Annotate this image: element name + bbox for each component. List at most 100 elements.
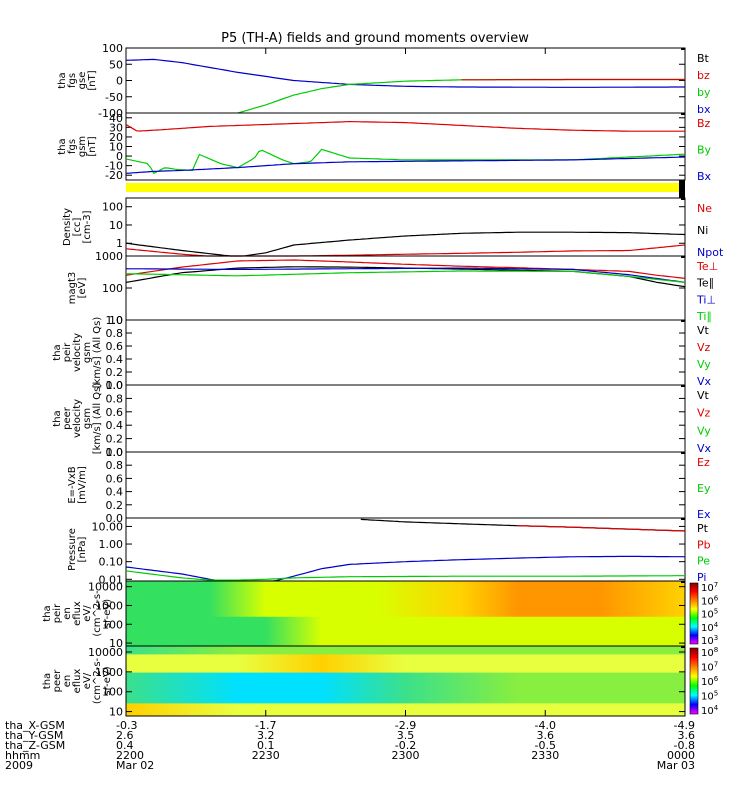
x-row-value: -0.8 — [674, 739, 695, 752]
y-tick-label: 0 — [116, 75, 123, 88]
edge-marker — [681, 646, 685, 648]
y-tick-label: 0.4 — [106, 486, 124, 499]
y-tick-label: 1 — [116, 237, 123, 250]
x-row-value: -4.9 — [674, 719, 695, 732]
legend-entry: Te∥ — [696, 277, 714, 290]
y-tick-label: -20 — [105, 169, 123, 182]
x-row-value: -1.7 — [255, 719, 276, 732]
y-axis-label: eV/ — [82, 672, 93, 689]
panel-frame — [125, 451, 686, 519]
colorbar-tick-label: 104 — [701, 704, 719, 717]
x-row-value: Mar 02 — [116, 759, 154, 772]
legend-entry: bz — [697, 69, 710, 82]
y-tick-label: 1.0 — [106, 314, 124, 327]
colorbar-gradient — [689, 582, 699, 645]
y-axis-label: en — [62, 675, 73, 688]
edge-marker — [681, 256, 685, 258]
series-line-ti∥ — [125, 270, 686, 283]
x-row-value: -0.5 — [535, 739, 556, 752]
y-tick-label: 20 — [109, 131, 123, 144]
y-tick-label: 0.6 — [106, 406, 124, 419]
y-tick-label: 1000 — [95, 250, 123, 263]
legend-entry: bx — [697, 103, 711, 116]
legend-entry: Vz — [697, 407, 711, 420]
y-axis-label: tha — [42, 673, 53, 689]
x-row-value: 0000 — [667, 749, 695, 762]
x-row-value: 2230 — [252, 749, 280, 762]
x-row-value: 0.4 — [116, 739, 134, 752]
y-tick-label: 10 — [109, 141, 123, 154]
y-axis-label: [eV] — [77, 278, 88, 299]
y-tick-label: 0.2 — [106, 433, 124, 446]
y-axis-label: en — [62, 607, 73, 620]
y-tick-label: 10 — [109, 637, 123, 650]
panel-frame — [125, 47, 686, 114]
series-line-ne — [125, 244, 686, 257]
y-axis-label: peer — [62, 406, 73, 430]
y-tick-label: 100 — [102, 201, 123, 214]
panel-pressure: 10.00 1.00 0.10 0.01 Pressure [nPa] Pt Pb Pe Pi — [67, 517, 711, 586]
legend-entry: Npot — [697, 246, 724, 259]
x-row-value: -2.9 — [395, 719, 416, 732]
y-axis-label: [nT] — [87, 136, 98, 156]
y-tick-label: 1000 — [95, 599, 123, 612]
legend-entry: Pt — [697, 522, 709, 535]
y-tick-label: 0.2 — [106, 366, 124, 379]
legend-entry: Te⊥ — [696, 260, 718, 273]
y-tick-label: 0 — [116, 150, 123, 163]
x-row-value: 2200 — [116, 749, 144, 762]
y-axis-label: magt3 — [67, 272, 78, 305]
y-tick-label: -10 — [105, 160, 123, 173]
y-tick-label: 1.0 — [106, 379, 124, 392]
legend-entry: Vx — [697, 375, 712, 388]
series-line-te⊥ — [125, 259, 686, 279]
y-axis-label: tha — [52, 344, 63, 360]
edge-marker — [681, 385, 685, 387]
y-tick-label: 0.8 — [106, 459, 124, 472]
edge-marker — [681, 518, 685, 520]
y-axis-label: fgs — [67, 73, 78, 88]
y-tick-label: 0.0 — [106, 512, 124, 525]
y-tick-label: 0.0 — [106, 446, 124, 459]
series-line-bz — [125, 120, 685, 132]
colorbar-tick-label: 106 — [701, 675, 719, 688]
x-row-label: tha_X-GSM — [5, 719, 65, 732]
legend-entry: Vy — [697, 358, 711, 371]
panel-frame — [125, 197, 686, 257]
x-row-value: 3.6 — [678, 729, 696, 742]
legend-entry: Ey — [697, 482, 711, 495]
y-tick-label: 0.4 — [106, 353, 124, 366]
colorbar-tick-label: 105 — [701, 608, 718, 621]
y-axis-label: eV/ — [82, 605, 93, 622]
y-axis-label: gsm — [77, 136, 88, 157]
y-axis-label: fgs — [67, 139, 78, 154]
colorbar-tick-label: 104 — [701, 621, 719, 634]
x-row-value: 0.1 — [257, 739, 275, 752]
y-axis-label: tha — [42, 605, 53, 621]
legend-entry: Bz — [697, 117, 711, 130]
panel-fgs_gse: 100 50 0 -50 -100 tha fgs gse [nT] Bt bz by bx — [57, 42, 711, 120]
yellow-flag-bar — [126, 183, 685, 192]
y-axis-label: E=-VxB — [67, 466, 78, 503]
y-axis-label: tha — [57, 72, 68, 88]
y-tick-label: 100 — [102, 618, 123, 631]
y-axis-label: (cm^2-s- — [92, 590, 103, 637]
x-row-value: Mar 03 — [657, 759, 695, 772]
edge-marker — [681, 48, 685, 50]
y-tick-label: -50 — [105, 91, 123, 104]
y-tick-label: 0.10 — [99, 556, 124, 569]
y-axis-label: [nPa] — [77, 536, 88, 562]
y-axis-label: [cm-3] — [82, 210, 93, 243]
y-tick-label: 100 — [102, 42, 123, 55]
y-tick-label: 0.8 — [106, 327, 124, 340]
x-row-value: 3.6 — [537, 729, 555, 742]
y-tick-label: 1000 — [95, 666, 123, 679]
edge-marker — [681, 320, 685, 322]
y-tick-label: 40 — [109, 112, 123, 125]
y-tick-label: 100 — [102, 282, 123, 295]
legend-entry: Pb — [697, 538, 711, 551]
panel-frame — [125, 319, 686, 386]
